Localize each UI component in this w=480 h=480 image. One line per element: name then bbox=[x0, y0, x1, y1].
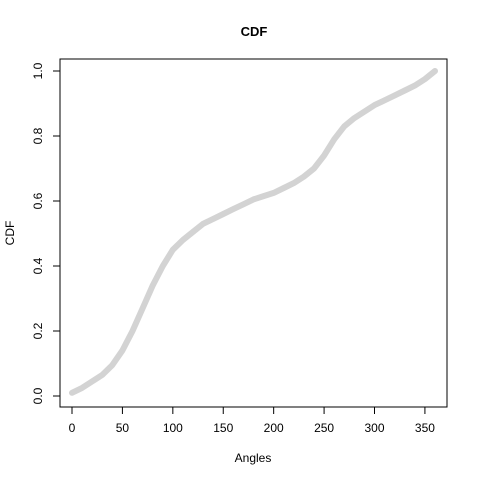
y-axis: 0.0 0.2 0.4 0.6 0.8 1.0 bbox=[31, 62, 61, 404]
x-tick-label: 50 bbox=[116, 421, 130, 435]
cdf-series-line bbox=[69, 68, 438, 396]
y-tick-label: 0.8 bbox=[31, 127, 45, 144]
x-tick-label: 150 bbox=[213, 421, 233, 435]
y-tick-label: 0.6 bbox=[31, 192, 45, 209]
y-tick-label: 0.0 bbox=[31, 387, 45, 404]
x-tick-label: 0 bbox=[69, 421, 76, 435]
x-axis-label: Angles bbox=[235, 451, 272, 465]
y-axis-label: CDF bbox=[3, 221, 17, 246]
x-tick-label: 100 bbox=[163, 421, 183, 435]
y-tick-label: 1.0 bbox=[31, 62, 45, 79]
x-tick-label: 200 bbox=[264, 421, 284, 435]
x-tick-label: 300 bbox=[364, 421, 384, 435]
x-tick-label: 350 bbox=[415, 421, 435, 435]
x-axis: 0 50 100 150 200 250 300 350 bbox=[69, 406, 435, 435]
y-tick-label: 0.2 bbox=[31, 322, 45, 339]
y-tick-label: 0.4 bbox=[31, 257, 45, 274]
x-tick-label: 250 bbox=[314, 421, 334, 435]
chart-title: CDF bbox=[241, 24, 268, 39]
series-layer bbox=[69, 68, 438, 396]
